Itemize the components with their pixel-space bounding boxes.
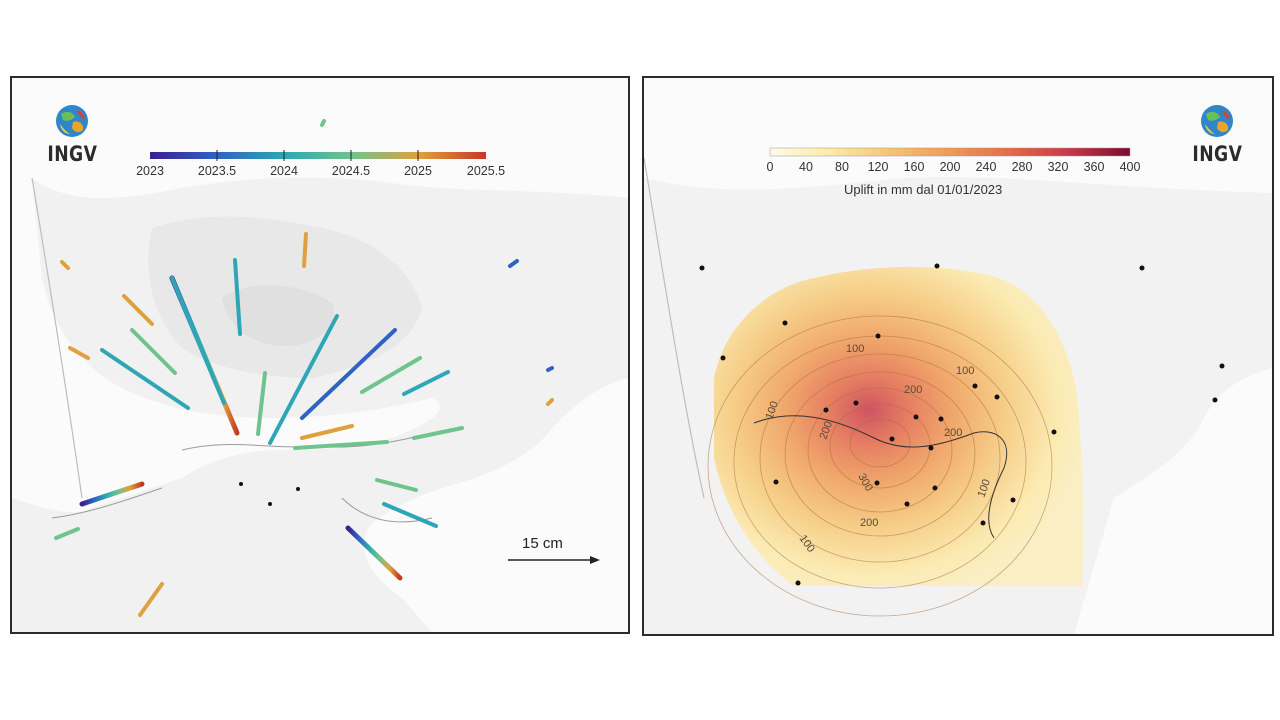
coastline [753, 415, 1008, 539]
uplift-map: 100 100 100 100 100 200 200 200 200 300 [644, 147, 1272, 634]
colorbar-ticks: 0 40 80 120 160 200 240 280 320 360 400 [644, 160, 1272, 178]
uplift-field [714, 266, 1084, 586]
colorbar-tick: 2024 [270, 164, 298, 178]
displacement-vector [256, 371, 267, 436]
displacement-vector [170, 276, 226, 405]
colorbar-tick: 80 [835, 160, 849, 174]
logo-text: INGV [1192, 142, 1243, 166]
displacement-map-panel: INGV 2023 2023.5 2024 2024.5 2025 2025.5… [10, 76, 630, 634]
gnss-stations [239, 482, 300, 506]
displacement-vector [345, 525, 403, 581]
land-terrain [12, 177, 628, 632]
displacement-vector [320, 119, 326, 127]
colorbar-tick: 2023 [136, 164, 164, 178]
displacement-vector [382, 502, 438, 528]
displacement-vector [268, 314, 339, 445]
displacement-vector [100, 348, 190, 410]
ingv-logo: INGV [42, 104, 102, 166]
contour-label: 200 [944, 427, 962, 439]
colorbar-tick: 160 [903, 160, 925, 174]
colorbar-tick: 2024.5 [331, 164, 371, 178]
colorbar-tick: 400 [1119, 160, 1141, 174]
displacement-vector [412, 426, 464, 440]
displacement-vector [122, 294, 154, 326]
ingv-logo: INGV [1187, 104, 1247, 166]
colorbar-tick: 2025.5 [466, 164, 506, 178]
displacement-vector [130, 328, 177, 375]
globe-logo-icon [1200, 104, 1234, 138]
colorbar-tick: 120 [867, 160, 889, 174]
displacement-vector [293, 440, 389, 450]
colorbar-tick: 360 [1083, 160, 1105, 174]
displacement-vector [300, 424, 354, 440]
displacement-vector [546, 366, 554, 372]
uplift-map-panel: 100 100 100 100 100 200 200 200 200 300 … [642, 76, 1274, 636]
colorbar-tick: 2025 [404, 164, 432, 178]
displacement-vector [138, 582, 164, 617]
displacement-vectors [54, 119, 554, 617]
displacement-vector [375, 478, 418, 492]
contour-label: 100 [976, 478, 994, 499]
displacement-vector [402, 370, 450, 396]
displacement-vector [546, 398, 554, 406]
contour-label: 100 [956, 365, 974, 377]
displacement-vector [68, 346, 90, 360]
colorbar-title: Uplift in mm dal 01/01/2023 [844, 182, 1003, 197]
colorbar-tick: 240 [975, 160, 997, 174]
uplift-colorbar [769, 147, 1131, 157]
contour-label: 200 [860, 517, 878, 529]
colorbar-ticks: 2023 2023.5 2024 2024.5 2025 2025.5 [12, 164, 628, 182]
displacement-vector [302, 232, 308, 268]
colorbar-tick: 0 [766, 160, 774, 174]
scale-arrow-icon [508, 556, 600, 564]
displacement-vector [79, 481, 145, 507]
displacement-vector [60, 260, 70, 270]
contour-label: 100 [846, 343, 864, 355]
colorbar-tick: 40 [799, 160, 813, 174]
logo-text: INGV [47, 142, 98, 166]
contour-label: 100 [764, 400, 782, 421]
gnss-stations [699, 263, 1225, 586]
colorbar-tick: 200 [939, 160, 961, 174]
colorbar-tick: 2023.5 [197, 164, 237, 178]
displacement-vector [233, 258, 242, 336]
displacement-vector [360, 356, 422, 394]
contour-label: 200 [904, 384, 922, 396]
time-colorbar [150, 150, 486, 161]
displacement-vector [508, 259, 519, 268]
uplift-contours [707, 315, 1053, 617]
colorbar-tick: 280 [1011, 160, 1033, 174]
scale-label: 15 cm [522, 535, 563, 552]
colorbar-tick: 320 [1047, 160, 1069, 174]
contour-label: 200 [818, 420, 836, 441]
globe-logo-icon [55, 104, 89, 138]
displacement-vector [54, 527, 80, 540]
displacement-map [12, 119, 628, 632]
displacement-vector [300, 328, 397, 420]
